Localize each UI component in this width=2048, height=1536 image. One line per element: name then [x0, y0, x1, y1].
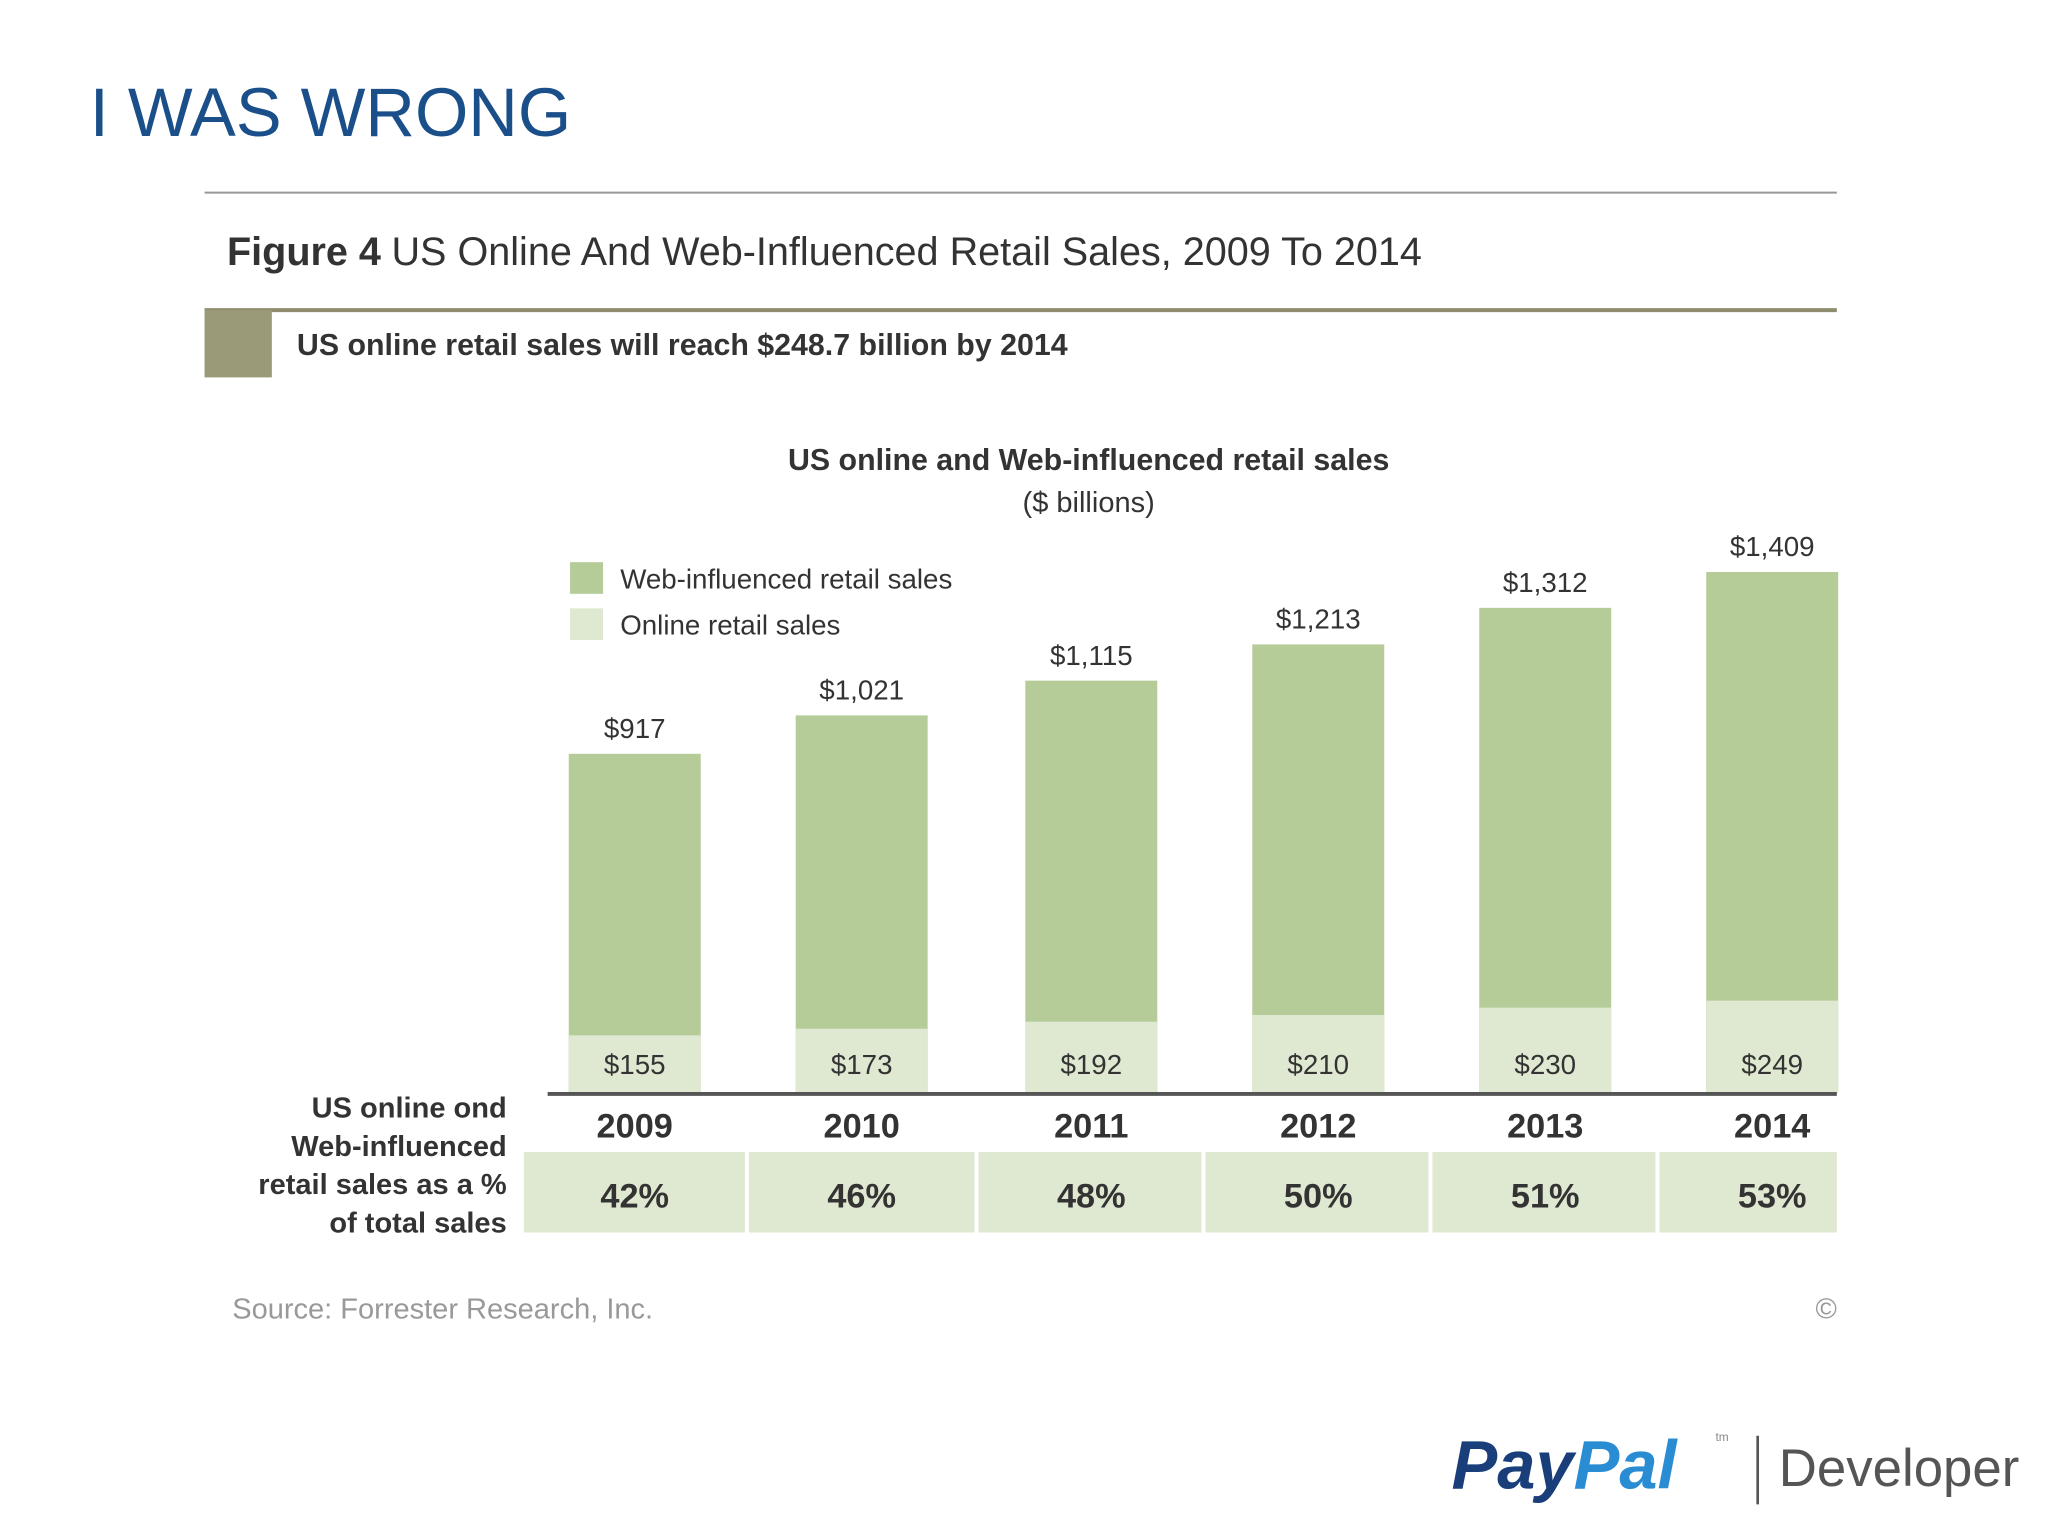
- share-value: 53%: [1738, 1177, 1807, 1215]
- logo-text: PayPal: [1452, 1426, 1679, 1503]
- subtitle-marker: [204, 310, 272, 378]
- value-label: $155: [604, 1049, 666, 1080]
- logo: PayPal tm Developer: [1452, 1426, 2020, 1505]
- share-band: [523, 1152, 1837, 1233]
- bar: [1252, 1015, 1385, 1093]
- bar: [568, 1035, 701, 1093]
- x-tick-label: 2012: [1280, 1107, 1356, 1145]
- value-label: $210: [1287, 1049, 1349, 1080]
- x-tick-label: 2010: [824, 1107, 900, 1145]
- bar: [1706, 1000, 1839, 1093]
- share-value: 42%: [600, 1177, 669, 1215]
- chart-unit: ($ billions): [1023, 487, 1155, 519]
- share-value: 48%: [1057, 1177, 1126, 1215]
- x-tick-label: 2009: [597, 1107, 673, 1145]
- share-row-label: US online ond: [312, 1093, 507, 1125]
- value-label: $1,312: [1503, 567, 1588, 598]
- slide-title: I WAS WRONG: [90, 74, 572, 151]
- share-value: 51%: [1511, 1177, 1580, 1215]
- value-label: $1,409: [1730, 531, 1815, 562]
- value-label: $1,115: [1050, 640, 1133, 671]
- value-label: $192: [1060, 1049, 1122, 1080]
- value-label: $249: [1741, 1049, 1803, 1080]
- legend-label: Online retail sales: [620, 610, 840, 641]
- x-tick-label: 2011: [1054, 1107, 1128, 1145]
- bar: [1479, 1007, 1612, 1093]
- logo-pay: Pay: [1452, 1426, 1577, 1503]
- figure-title: US Online And Web-Influenced Retail Sale…: [391, 230, 1421, 274]
- logo-pal: Pal: [1574, 1426, 1679, 1503]
- value-label: $1,213: [1276, 604, 1361, 635]
- value-label: $173: [831, 1049, 893, 1080]
- value-label: $230: [1514, 1049, 1576, 1080]
- legend-label: Web-influenced retail sales: [620, 564, 952, 595]
- logo-tm: tm: [1715, 1430, 1728, 1444]
- share-row-label: of total sales: [329, 1207, 506, 1239]
- bar: [795, 1028, 928, 1093]
- share-value: 50%: [1284, 1177, 1353, 1215]
- legend-swatch: [570, 608, 604, 640]
- figure-heading: Figure 4 US Online And Web-Influenced Ret…: [227, 230, 1422, 274]
- bar: [1025, 1021, 1158, 1093]
- x-tick-label: 2013: [1507, 1107, 1583, 1145]
- share-row-label: Web-influenced: [291, 1131, 506, 1163]
- copyright: ©: [1815, 1293, 1836, 1325]
- chart-title: US online and Web-influenced retail sale…: [788, 444, 1389, 477]
- value-label: $1,021: [819, 675, 904, 706]
- source: Source: Forrester Research, Inc.: [232, 1293, 653, 1325]
- x-tick-label: 2014: [1734, 1107, 1810, 1145]
- value-label: $917: [604, 713, 666, 744]
- figure-label: Figure 4: [227, 230, 381, 274]
- share-row-label: retail sales as a %: [258, 1169, 507, 1201]
- chart-subtitle: US online retail sales will reach $248.7…: [297, 329, 1068, 362]
- logo-product: Developer: [1779, 1439, 2020, 1498]
- share-value: 46%: [827, 1177, 896, 1215]
- legend-swatch: [570, 562, 604, 594]
